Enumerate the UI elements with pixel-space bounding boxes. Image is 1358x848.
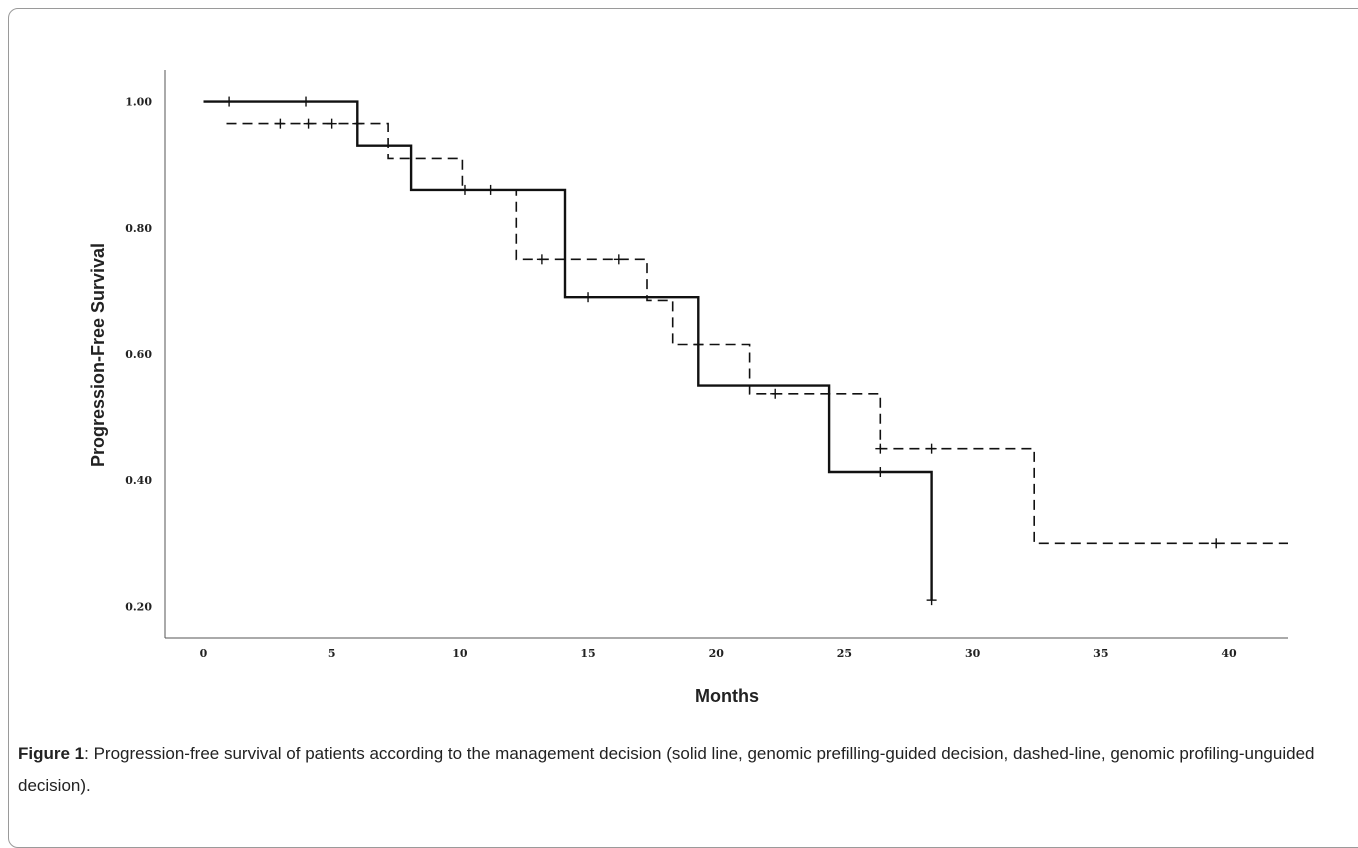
x-axis-label: Months	[695, 686, 759, 706]
x-tick-label: 25	[837, 647, 852, 660]
x-tick-label: 35	[1093, 647, 1108, 660]
y-tick-label: 0.20	[125, 600, 152, 613]
figure-caption: Figure 1: Progression-free survival of p…	[18, 738, 1343, 802]
solid-series-line	[203, 100, 933, 601]
censor-marks	[224, 96, 1222, 606]
caption-text: : Progression-free survival of patients …	[18, 744, 1315, 795]
x-tick-label: 5	[328, 647, 336, 660]
y-axis-label: Progression-Free Survival	[88, 243, 108, 467]
dashed-series-line	[226, 122, 1288, 545]
series-lines	[203, 100, 1288, 601]
x-tick-label: 0	[200, 647, 208, 660]
caption-label: Figure 1	[18, 744, 85, 763]
x-tick-label: 20	[709, 647, 725, 660]
y-tick-label: 0.60	[125, 348, 152, 361]
survival-chart: 0 5 10 15 20 25 30 35 40 0.20 0.40 0.60 0.80 1.00 Mo…	[88, 70, 1288, 706]
y-tick-label: 0.40	[125, 474, 152, 487]
chart-axes	[164, 70, 1288, 639]
x-tick-label: 30	[965, 647, 981, 660]
x-tick-label: 40	[1221, 647, 1237, 660]
x-tick-label: 10	[452, 647, 468, 660]
y-tick-label: 0.80	[125, 222, 152, 235]
y-tick-label: 1.00	[125, 96, 152, 109]
y-tick-labels: 0.20 0.40 0.60 0.80 1.00	[125, 96, 152, 614]
x-tick-labels: 0 5 10 15 20 25 30 35 40	[200, 647, 1237, 660]
x-tick-label: 15	[580, 647, 595, 660]
